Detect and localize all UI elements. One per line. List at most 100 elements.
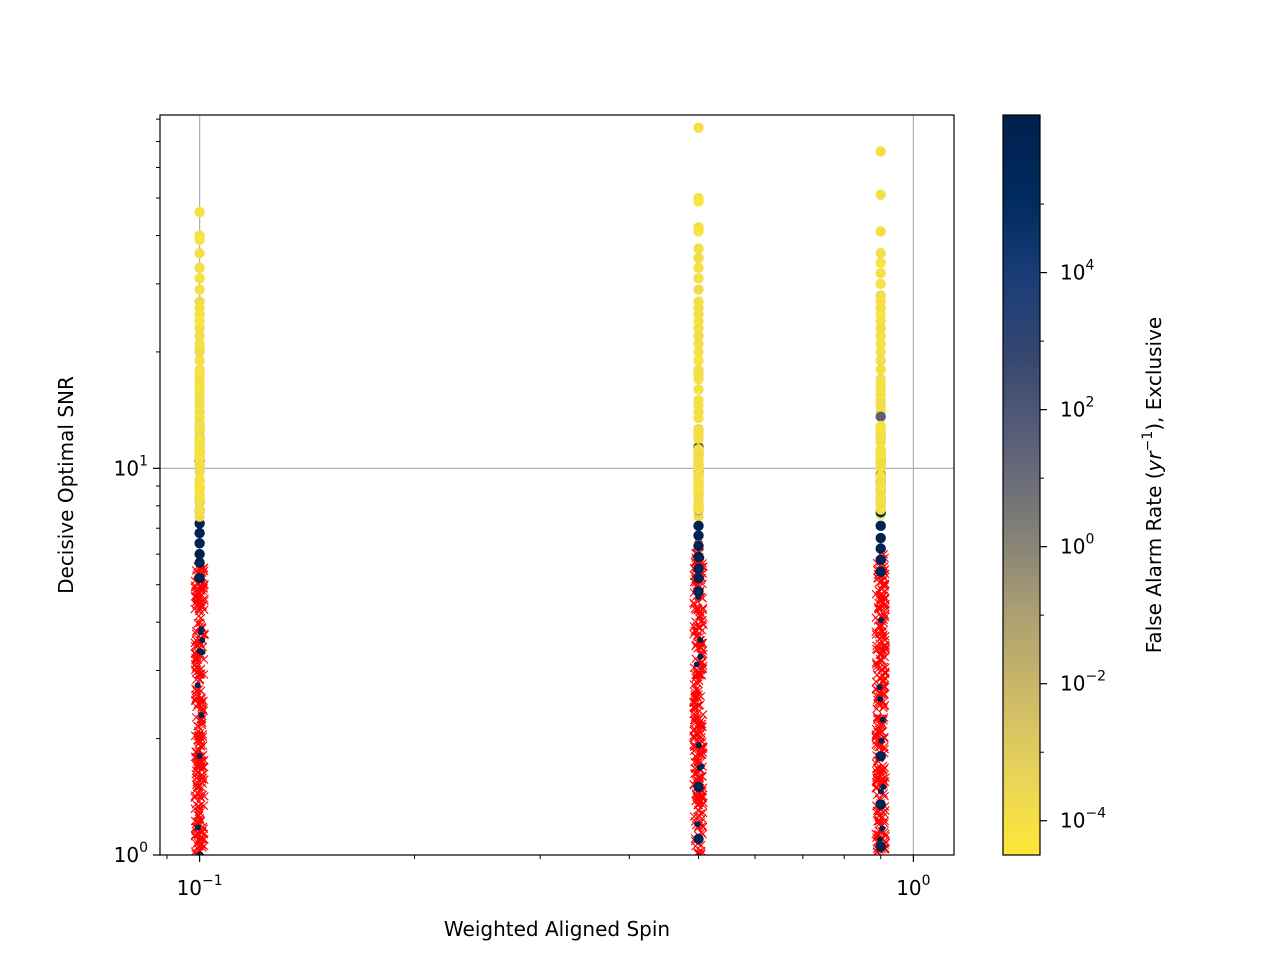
found-point (693, 196, 704, 207)
found-point (698, 763, 705, 770)
missed-marker (191, 695, 200, 705)
found-point (875, 267, 886, 279)
found-point (693, 374, 704, 385)
found-point (693, 252, 704, 264)
found-point (194, 572, 205, 584)
found-point (875, 751, 886, 762)
found-point (693, 330, 704, 342)
found-point (879, 825, 886, 832)
missed-marker (693, 756, 703, 766)
colorbar-tick-label: 102 (1060, 395, 1094, 422)
found-point (875, 189, 886, 200)
found-point (196, 648, 203, 655)
found-point (693, 355, 704, 366)
missed-marker (872, 645, 882, 655)
missed-marker (194, 606, 204, 616)
found-point (693, 520, 704, 532)
missed-marker (693, 848, 703, 855)
missed-marker (873, 817, 882, 826)
found-point (875, 323, 886, 334)
x-axis-label: Weighted Aligned Spin (444, 917, 670, 941)
found-injections (194, 122, 887, 855)
missed-marker (874, 604, 883, 614)
found-point (875, 841, 886, 853)
found-point (198, 626, 205, 633)
found-point (875, 479, 886, 491)
found-point (194, 453, 205, 464)
missed-marker (694, 701, 703, 710)
found-point (693, 284, 704, 295)
found-point (880, 556, 887, 563)
found-point (875, 445, 886, 457)
found-point (693, 495, 704, 506)
x-tick-label: 100 (896, 873, 930, 900)
missed-marker (196, 757, 206, 767)
found-point (695, 593, 702, 600)
found-point (875, 278, 886, 290)
found-point (693, 273, 704, 284)
missed-marker (872, 741, 882, 751)
missed-marker (194, 603, 204, 612)
missed-marker (880, 631, 890, 641)
missed-marker (693, 812, 702, 822)
missed-marker (199, 596, 209, 606)
missed-marker (692, 672, 702, 681)
missed-marker (699, 620, 708, 630)
found-point (194, 248, 205, 259)
found-point (875, 411, 886, 422)
found-point (693, 338, 704, 349)
missed-marker (877, 689, 886, 699)
found-point (875, 355, 886, 366)
found-point (693, 586, 704, 597)
missed-marker (872, 715, 882, 724)
found-point (196, 851, 203, 855)
found-point (693, 459, 704, 470)
missed-marker (195, 665, 205, 675)
missed-marker (197, 834, 207, 844)
missed-marker (696, 643, 706, 653)
missed-marker (195, 757, 205, 767)
found-point (875, 330, 886, 342)
missed-marker (196, 586, 205, 596)
missed-injections (190, 425, 891, 855)
found-point (875, 226, 886, 237)
found-point (693, 479, 704, 490)
missed-marker (877, 727, 887, 736)
x-tick-label: 10−1 (177, 873, 223, 900)
found-point (194, 496, 205, 507)
found-point (693, 427, 704, 439)
found-point (194, 273, 205, 284)
found-point (194, 330, 205, 342)
missed-marker (692, 709, 702, 718)
colorbar-tick-label: 104 (1060, 258, 1094, 285)
found-point (194, 355, 205, 366)
found-point (194, 435, 205, 446)
missed-marker (693, 604, 703, 613)
missed-marker (689, 769, 699, 779)
found-point (875, 495, 886, 506)
found-point (693, 384, 704, 395)
missed-marker (196, 737, 206, 746)
found-point (194, 548, 205, 560)
found-point (875, 520, 886, 532)
found-point (694, 821, 701, 828)
found-point (194, 557, 205, 568)
found-point (693, 412, 704, 424)
found-point (194, 262, 205, 274)
found-point (878, 737, 885, 744)
missed-marker (691, 641, 700, 651)
missed-marker (871, 829, 881, 839)
found-point (875, 421, 886, 432)
found-point (696, 555, 703, 562)
found-point (693, 468, 704, 479)
missed-marker (191, 693, 201, 703)
missed-marker (876, 604, 886, 613)
found-point (693, 781, 704, 793)
missed-marker (191, 799, 201, 809)
found-point (697, 653, 704, 660)
missed-marker (690, 725, 700, 734)
missed-marker (694, 613, 704, 623)
missed-marker (689, 698, 699, 708)
missed-marker (193, 721, 203, 731)
missed-marker (881, 645, 891, 655)
